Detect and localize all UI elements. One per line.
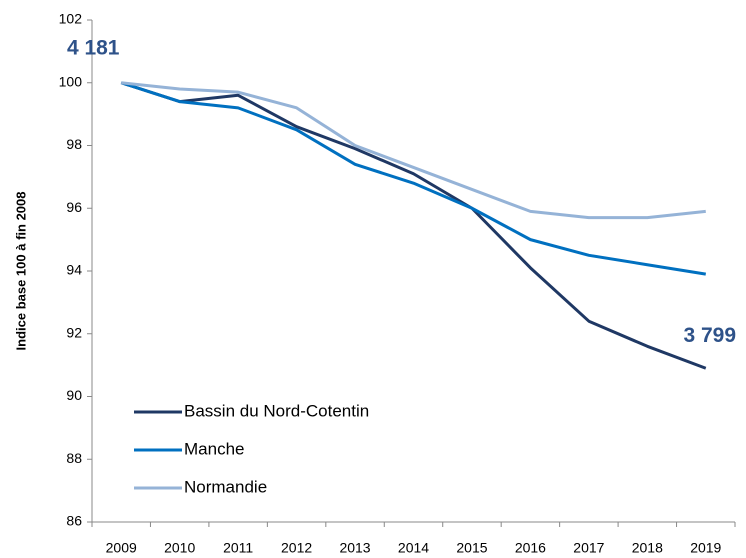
x-tick-label: 2014 xyxy=(398,540,429,556)
x-tick-label: 2015 xyxy=(456,540,487,556)
y-tick-label: 100 xyxy=(59,73,83,89)
legend-label: Bassin du Nord-Cotentin xyxy=(184,401,369,420)
x-tick-label: 2019 xyxy=(690,540,721,556)
x-tick-label: 2009 xyxy=(106,540,137,556)
x-tick-label: 2012 xyxy=(281,540,312,556)
legend-label: Normandie xyxy=(184,477,267,496)
y-tick-label: 90 xyxy=(66,387,82,403)
y-tick-label: 86 xyxy=(66,513,82,529)
series-line xyxy=(120,81,707,276)
x-tick-label: 2018 xyxy=(632,540,663,556)
x-tick-label: 2016 xyxy=(515,540,546,556)
x-tick-label: 2013 xyxy=(339,540,370,556)
y-axis-label: Indice base 100 à fin 2008 xyxy=(13,192,28,351)
x-tick-label: 2011 xyxy=(223,540,253,556)
legend-label: Manche xyxy=(184,439,244,458)
x-tick-label: 2017 xyxy=(573,540,604,556)
series-line xyxy=(121,81,706,220)
y-tick-label: 94 xyxy=(66,262,82,278)
annotation: 4 181 xyxy=(67,36,120,59)
y-tick-label: 96 xyxy=(66,199,82,215)
y-tick-label: 102 xyxy=(59,11,83,27)
series-line xyxy=(120,81,707,370)
y-tick-label: 98 xyxy=(66,136,82,152)
x-tick-label: 2010 xyxy=(164,540,195,556)
annotation: 3 799 xyxy=(683,324,736,347)
y-tick-label: 88 xyxy=(66,450,82,466)
y-tick-label: 92 xyxy=(66,324,82,340)
